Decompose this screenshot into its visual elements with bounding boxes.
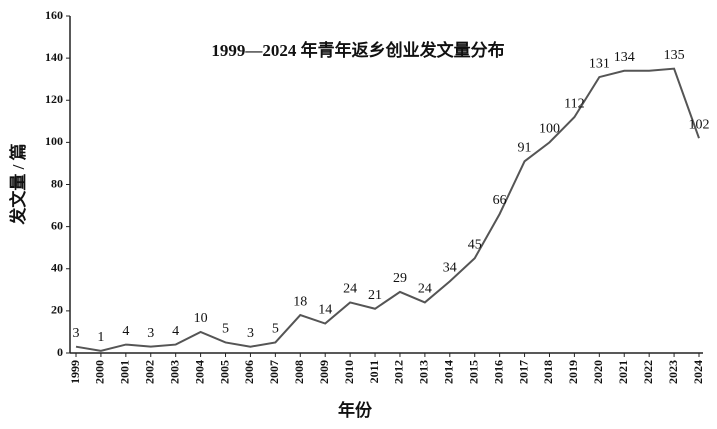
value-label: 5 xyxy=(272,322,279,337)
x-tick-label: 2005 xyxy=(217,360,231,384)
value-label: 10 xyxy=(194,311,208,326)
value-label: 1 xyxy=(97,330,104,345)
y-axis-title: 发文量 / 篇 xyxy=(8,143,28,225)
x-tick-label: 2017 xyxy=(516,360,530,384)
value-label: 3 xyxy=(247,326,254,341)
y-tick-label: 40 xyxy=(51,261,63,275)
value-label: 91 xyxy=(518,141,532,156)
x-tick-label: 2013 xyxy=(417,360,431,384)
y-tick-label: 0 xyxy=(57,345,63,359)
x-tick-label: 2012 xyxy=(392,360,406,384)
x-tick-label: 2003 xyxy=(167,360,181,384)
x-tick-label: 2020 xyxy=(591,360,605,384)
value-label: 100 xyxy=(539,122,560,137)
value-label: 24 xyxy=(418,282,432,297)
value-label: 18 xyxy=(293,294,307,309)
x-tick-label: 2015 xyxy=(466,360,480,384)
x-tick-label: 2010 xyxy=(342,360,356,384)
y-tick-label: 80 xyxy=(51,176,63,190)
x-tick-label: 2021 xyxy=(616,360,630,384)
x-tick-label: 2002 xyxy=(143,360,157,384)
x-tick-label: 2000 xyxy=(93,360,107,384)
value-label: 3 xyxy=(73,326,80,341)
value-label: 134 xyxy=(614,50,635,65)
x-tick-label: 1999 xyxy=(68,360,82,384)
value-label: 112 xyxy=(564,96,584,111)
y-tick-label: 120 xyxy=(45,92,63,106)
value-label: 14 xyxy=(318,303,332,318)
value-label: 24 xyxy=(343,282,357,297)
value-label: 45 xyxy=(468,237,482,252)
value-label: 34 xyxy=(443,261,457,276)
x-tick-label: 2009 xyxy=(317,360,331,384)
value-label: 4 xyxy=(122,324,129,339)
x-tick-label: 2024 xyxy=(691,360,705,384)
x-tick-label: 2007 xyxy=(267,360,281,384)
x-tick-label: 2008 xyxy=(292,360,306,384)
x-tick-label: 2011 xyxy=(367,360,381,383)
x-tick-label: 2006 xyxy=(242,360,256,384)
data-line xyxy=(75,67,700,352)
value-label: 135 xyxy=(664,48,685,63)
x-tick-label: 2023 xyxy=(666,360,680,384)
x-tick-label: 2018 xyxy=(541,360,555,384)
value-label: 66 xyxy=(493,193,507,208)
y-tick-label: 160 xyxy=(45,8,63,22)
x-tick-label: 2014 xyxy=(442,360,456,384)
value-label: 29 xyxy=(393,271,407,286)
value-label: 3 xyxy=(147,326,154,341)
x-tick-label: 2004 xyxy=(192,360,206,384)
x-axis-title: 年份 xyxy=(338,400,373,420)
x-tick-label: 2016 xyxy=(491,360,505,384)
y-tick-label: 100 xyxy=(45,134,63,148)
x-tick-label: 2001 xyxy=(118,360,132,384)
value-label: 5 xyxy=(222,322,229,337)
chart-title: 1999—2024 年青年返乡创业发文量分布 xyxy=(211,40,504,60)
y-tick-label: 140 xyxy=(45,50,63,64)
value-label: 4 xyxy=(172,324,179,339)
y-tick-label: 20 xyxy=(51,303,63,317)
value-label: 21 xyxy=(368,288,382,303)
value-label: 131 xyxy=(589,56,610,71)
x-tick-label: 2019 xyxy=(566,360,580,384)
x-tick-label: 2022 xyxy=(641,360,655,384)
y-tick-label: 60 xyxy=(51,218,63,232)
value-label: 102 xyxy=(689,117,710,132)
